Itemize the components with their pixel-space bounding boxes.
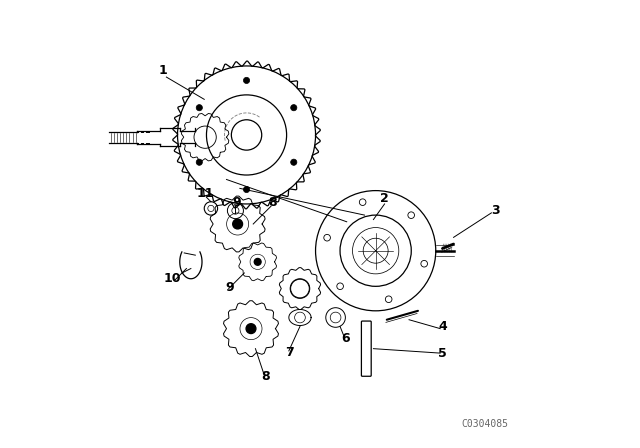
Circle shape [246, 324, 256, 333]
Circle shape [243, 186, 250, 193]
Text: 11: 11 [196, 187, 214, 200]
Text: 8: 8 [268, 196, 276, 209]
Text: 4: 4 [438, 320, 447, 333]
Text: 8: 8 [261, 370, 270, 383]
Text: 2: 2 [380, 192, 389, 205]
Text: 6: 6 [342, 332, 350, 345]
Text: 5: 5 [438, 347, 447, 360]
Text: 3: 3 [492, 204, 500, 217]
Text: 9: 9 [232, 196, 241, 209]
Circle shape [243, 78, 250, 83]
Circle shape [254, 258, 261, 265]
Circle shape [291, 159, 297, 165]
Circle shape [196, 104, 202, 111]
Text: 9: 9 [226, 281, 234, 294]
Text: 1: 1 [159, 64, 167, 77]
Text: 7: 7 [285, 346, 294, 359]
Text: 10: 10 [163, 272, 181, 285]
Circle shape [196, 159, 202, 165]
Text: C0304085: C0304085 [461, 419, 508, 429]
Circle shape [291, 104, 297, 111]
Circle shape [233, 219, 243, 229]
